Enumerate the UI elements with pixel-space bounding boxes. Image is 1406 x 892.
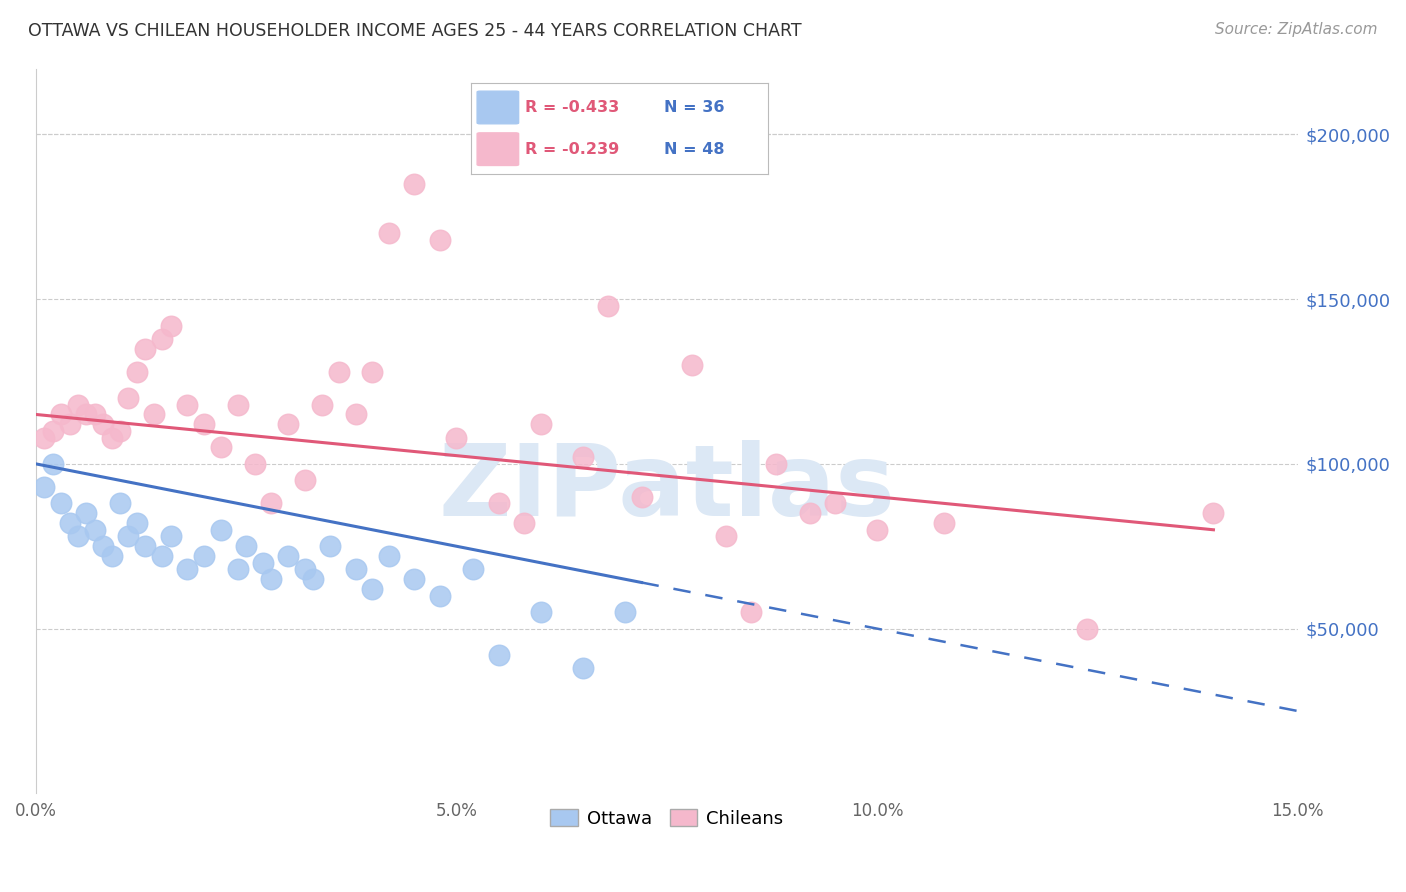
Point <box>866 523 889 537</box>
Point <box>328 365 350 379</box>
Point <box>529 417 551 432</box>
Point <box>108 424 131 438</box>
Point <box>488 648 510 662</box>
Point <box>150 549 173 563</box>
Text: Source: ZipAtlas.com: Source: ZipAtlas.com <box>1215 22 1378 37</box>
Point <box>596 299 619 313</box>
Point <box>571 450 593 465</box>
Point <box>75 408 97 422</box>
Point <box>235 539 257 553</box>
Point <box>799 506 821 520</box>
Point <box>209 441 232 455</box>
Point <box>429 589 451 603</box>
Point <box>302 572 325 586</box>
Point <box>91 539 114 553</box>
Point <box>42 457 65 471</box>
Point <box>134 342 156 356</box>
Point <box>378 226 401 240</box>
Point <box>294 562 316 576</box>
Point <box>277 417 299 432</box>
Point <box>108 496 131 510</box>
Point <box>209 523 232 537</box>
Point <box>91 417 114 432</box>
Point <box>429 233 451 247</box>
Text: ZIPatlas: ZIPatlas <box>439 441 896 537</box>
Point <box>142 408 165 422</box>
Point <box>176 562 198 576</box>
Point <box>463 562 485 576</box>
Point <box>319 539 342 553</box>
Point <box>681 358 703 372</box>
Point <box>58 516 80 531</box>
Point <box>243 457 266 471</box>
Point <box>513 516 536 531</box>
Point <box>571 661 593 675</box>
Point <box>226 398 249 412</box>
Point <box>83 523 105 537</box>
Point <box>934 516 956 531</box>
Point <box>134 539 156 553</box>
Point <box>344 408 367 422</box>
Point <box>260 496 283 510</box>
Point <box>613 605 636 619</box>
Point <box>117 391 139 405</box>
Point <box>42 424 65 438</box>
Point <box>117 529 139 543</box>
Text: OTTAWA VS CHILEAN HOUSEHOLDER INCOME AGES 25 - 44 YEARS CORRELATION CHART: OTTAWA VS CHILEAN HOUSEHOLDER INCOME AGE… <box>28 22 801 40</box>
Point <box>404 177 426 191</box>
Point <box>66 398 89 412</box>
Point <box>378 549 401 563</box>
Point <box>51 408 73 422</box>
Point <box>159 529 181 543</box>
Point <box>361 365 384 379</box>
Point <box>294 474 316 488</box>
Point <box>277 549 299 563</box>
Point <box>75 506 97 520</box>
Point <box>311 398 333 412</box>
Point <box>488 496 510 510</box>
Point <box>344 562 367 576</box>
Point <box>404 572 426 586</box>
Point <box>252 556 274 570</box>
Point <box>1202 506 1225 520</box>
Point <box>34 480 56 494</box>
Point <box>83 408 105 422</box>
Point <box>34 430 56 444</box>
Point <box>193 549 215 563</box>
Point <box>1076 622 1098 636</box>
Point <box>100 549 122 563</box>
Point <box>630 490 652 504</box>
Point <box>740 605 762 619</box>
Point <box>176 398 198 412</box>
Point <box>66 529 89 543</box>
Point <box>260 572 283 586</box>
Point <box>226 562 249 576</box>
Point <box>150 332 173 346</box>
Legend: Ottawa, Chileans: Ottawa, Chileans <box>543 802 790 835</box>
Point <box>125 365 148 379</box>
Point <box>193 417 215 432</box>
Point <box>159 318 181 333</box>
Point <box>824 496 846 510</box>
Point <box>58 417 80 432</box>
Point <box>529 605 551 619</box>
Point <box>446 430 468 444</box>
Point <box>714 529 737 543</box>
Point <box>765 457 787 471</box>
Point <box>125 516 148 531</box>
Point <box>100 430 122 444</box>
Point <box>361 582 384 596</box>
Point <box>51 496 73 510</box>
